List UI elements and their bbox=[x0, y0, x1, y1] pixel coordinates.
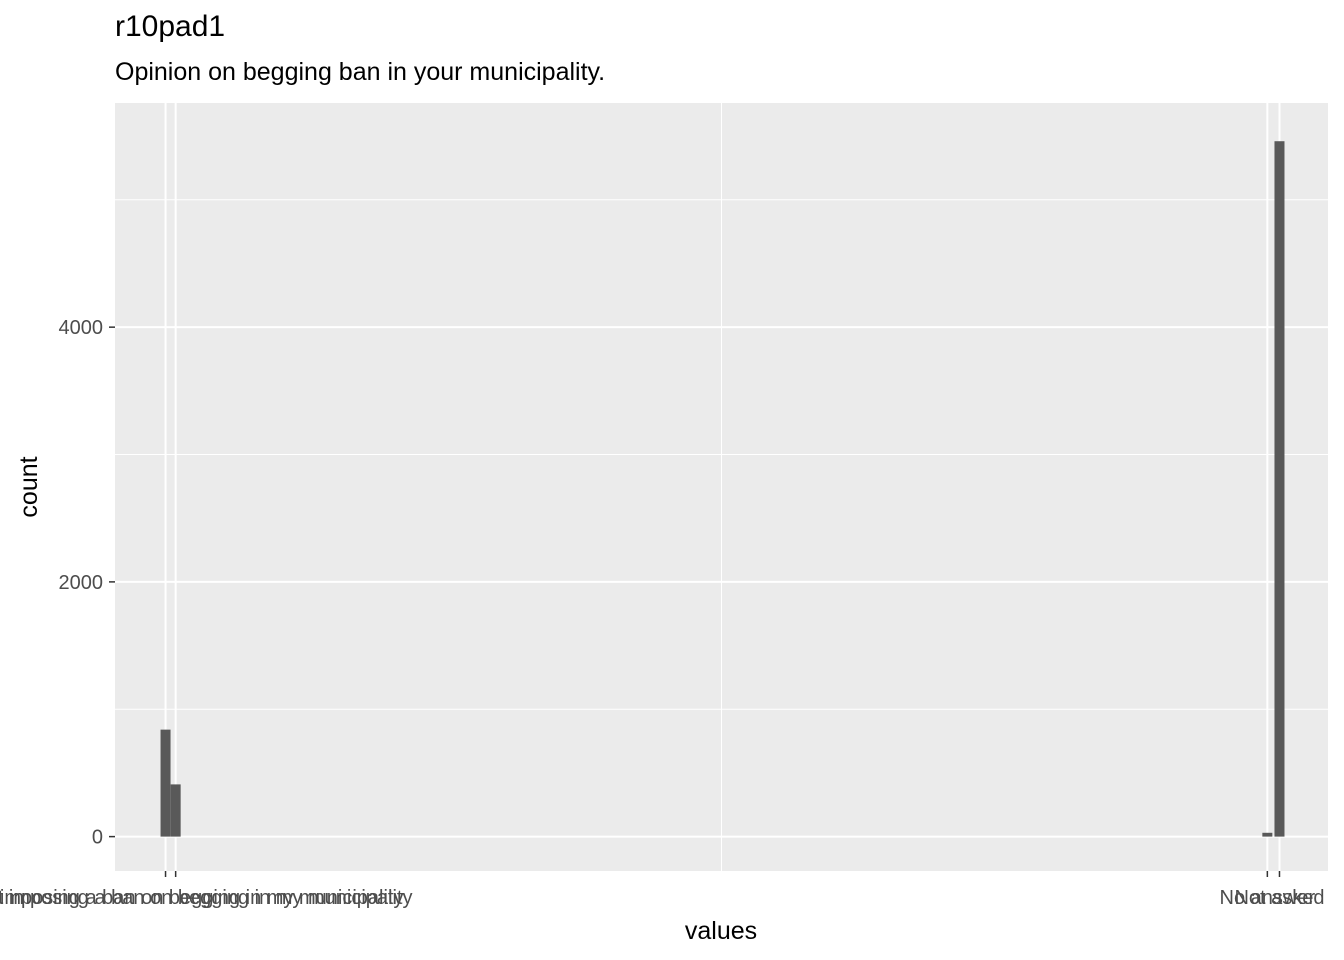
y-axis: 0 2000 4000 bbox=[59, 317, 115, 849]
x-tick-label: No answer bbox=[1220, 887, 1316, 909]
x-tick-label: against imposing a ban on begging in my … bbox=[0, 887, 412, 909]
x-tick-label: support imposing a ban on begging in my … bbox=[0, 887, 403, 909]
minor-gridlines bbox=[115, 103, 1328, 871]
bar bbox=[160, 729, 171, 837]
bar bbox=[1262, 832, 1273, 837]
y-tick-label: 0 bbox=[92, 827, 103, 849]
chart-subtitle: Opinion on begging ban in your municipal… bbox=[115, 58, 606, 86]
major-gridlines bbox=[115, 103, 1328, 871]
bars bbox=[160, 141, 1285, 837]
bar bbox=[1274, 141, 1285, 837]
x-tick-label: Not asked bbox=[1234, 887, 1324, 909]
x-axis-title: values bbox=[685, 917, 757, 945]
y-axis-title: count bbox=[15, 456, 43, 517]
y-tick-label: 2000 bbox=[59, 572, 104, 594]
x-axis: support imposing a ban on begging in my … bbox=[0, 871, 1325, 909]
y-tick-label: 4000 bbox=[59, 317, 104, 339]
chart-title: r10pad1 bbox=[115, 10, 226, 43]
bar bbox=[170, 784, 181, 837]
